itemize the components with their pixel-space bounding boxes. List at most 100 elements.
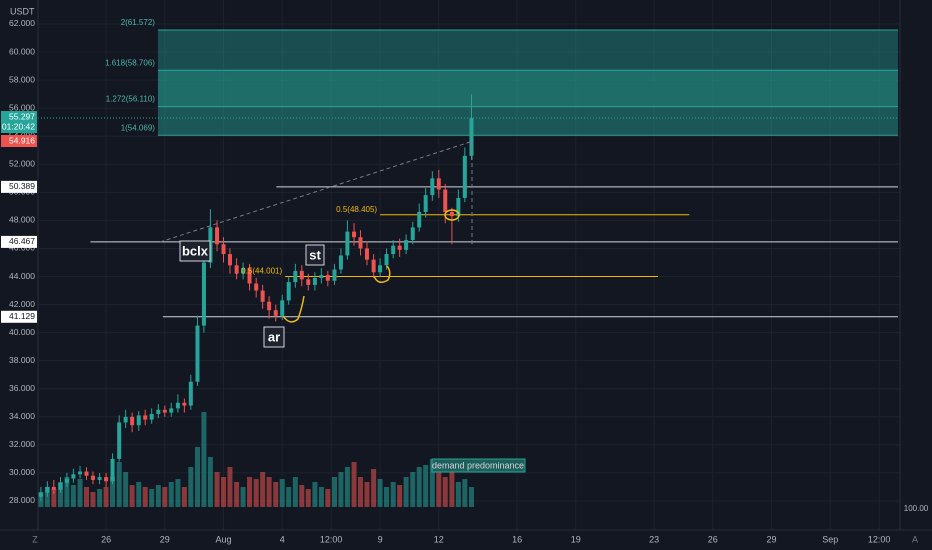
volume-bar [188, 467, 194, 507]
y-tick-label: 30.000 [9, 467, 35, 477]
y-tick-label: 28.000 [9, 495, 35, 505]
volume-bar [253, 479, 259, 507]
annotation: ar [268, 329, 280, 344]
volume-bar [234, 482, 240, 507]
candle-body [332, 269, 337, 281]
candle-body [397, 245, 402, 250]
trend-line [159, 141, 471, 243]
volume-bar [90, 492, 96, 507]
candle-body [136, 415, 141, 426]
candle-body [391, 245, 396, 255]
last-price-box [1, 111, 37, 134]
candle-body [64, 478, 69, 483]
candle-body [123, 416, 128, 423]
volume-bar [273, 482, 279, 507]
candle-body [221, 244, 226, 255]
candle-body [130, 416, 135, 426]
volume-bar [312, 482, 318, 507]
x-tick-label: 9 [378, 534, 383, 544]
candle-body [90, 475, 95, 480]
annotation-box [179, 240, 211, 262]
candle-body [254, 283, 259, 291]
level-label: 46.467 [9, 236, 35, 246]
candle-body [443, 189, 448, 212]
doodle [282, 295, 305, 323]
candle-body [404, 240, 409, 250]
candle-body [234, 265, 239, 274]
y-tick-label: 62.000 [9, 18, 35, 28]
y-tick-label: 48.000 [9, 215, 35, 225]
x-tick-label: 29 [160, 534, 170, 544]
candle-body [45, 486, 50, 493]
candle-body [156, 409, 161, 414]
candle-body [325, 275, 330, 281]
candle-body [436, 178, 441, 190]
x-tick-label: 29 [767, 534, 777, 544]
volume-bar [344, 467, 350, 507]
volume-bar [410, 472, 416, 507]
volume-bar [260, 472, 266, 507]
marks [38, 94, 474, 507]
candle-body [456, 197, 461, 217]
candle-body [51, 486, 56, 490]
volume-bar [442, 477, 448, 507]
candle-body [378, 265, 383, 273]
volume-bar [371, 469, 377, 507]
candle-body [273, 310, 278, 316]
candle-body [110, 458, 115, 482]
candle-body [306, 279, 311, 285]
volume-bar [423, 465, 429, 507]
volume-bar [462, 479, 468, 507]
candle-body [195, 325, 200, 382]
volume-bar [103, 487, 109, 507]
volume-bar [292, 477, 298, 507]
annotation-box [431, 458, 526, 473]
candle-body [345, 231, 350, 256]
x-tick-label: 26 [101, 534, 111, 544]
volume-bar [384, 487, 390, 507]
y-tick-label: 44.000 [9, 271, 35, 281]
volume-bar [449, 467, 455, 507]
volume-bar [351, 462, 357, 507]
volume-bar [429, 459, 435, 507]
volume-bar [162, 487, 168, 507]
corner-label: Z [32, 534, 38, 544]
annotation-box [263, 326, 285, 348]
volume-bar [97, 489, 103, 507]
volume-bar [331, 477, 337, 507]
fib-zone [157, 29, 899, 71]
y-tick-label: 42.000 [9, 299, 35, 309]
fib-label: 1.272(56.110) [106, 95, 156, 104]
volume-bar [84, 487, 90, 507]
fib-label: 2(61.572) [121, 18, 156, 27]
y-tick-label: 52.000 [9, 159, 35, 169]
volume-bar [416, 467, 422, 507]
volume-bar [358, 477, 364, 507]
candle-body [149, 413, 154, 420]
volume-bar [116, 462, 122, 507]
y-tick-label: 40.000 [9, 327, 35, 337]
volume-bar [123, 472, 129, 507]
fib-zone [157, 106, 899, 136]
volume-bar [247, 477, 253, 507]
last-price-label: 55.297 [9, 111, 35, 121]
volume-bar [207, 457, 213, 507]
x-tick-label: 26 [708, 534, 718, 544]
x-tick-label: 4 [280, 534, 285, 544]
drawings: bclx st ar demand predominance 0.5(48.40… [159, 141, 526, 473]
volume-bar [318, 487, 324, 507]
candle-body [423, 195, 428, 212]
candle-body [462, 155, 467, 198]
candle-body [241, 268, 246, 274]
volume-bar [397, 485, 403, 507]
annotation: demand predominance [432, 460, 524, 470]
volume-bar [201, 412, 207, 507]
grid [38, 0, 900, 530]
volume-bar [221, 477, 227, 507]
volume-bar [70, 485, 76, 507]
annotation: bclx [182, 243, 209, 258]
candle-body [371, 259, 376, 273]
candle-body [201, 262, 206, 326]
y-tick-label: 36.000 [9, 383, 35, 393]
